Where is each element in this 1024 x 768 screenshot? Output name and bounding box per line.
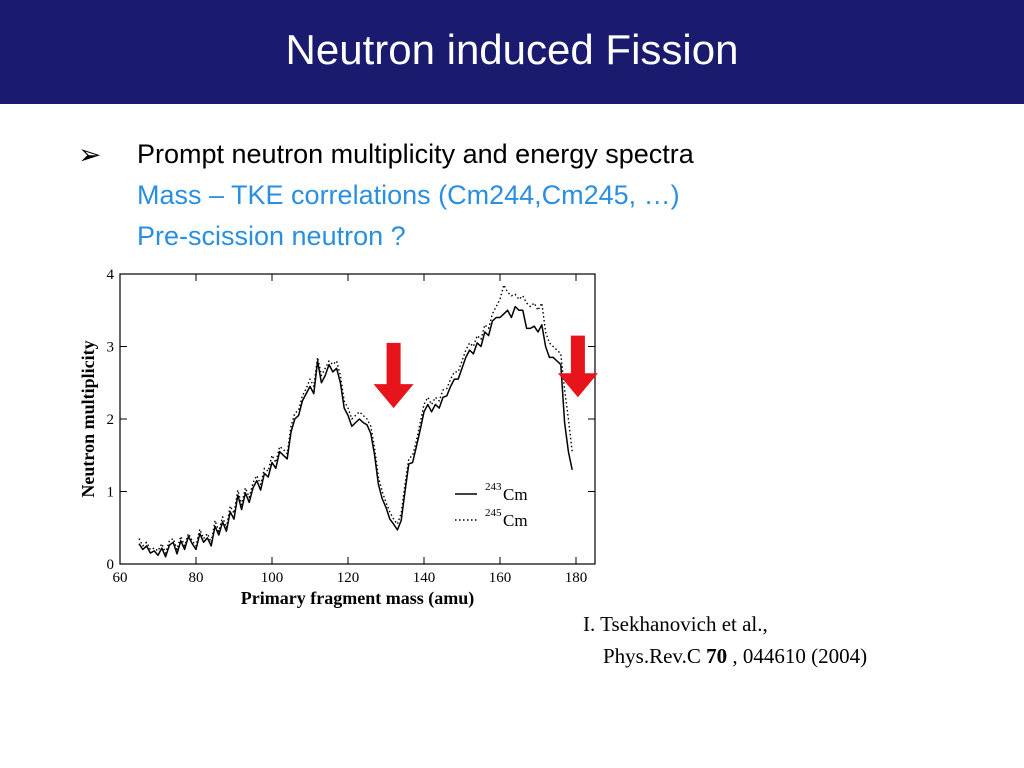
y-tick-label: 4 [107,267,115,283]
legend-label-name: Cm [503,485,528,504]
x-tick-label: 100 [261,570,284,586]
y-tick-label: 1 [107,485,115,501]
bullet-arrow-icon: ➢ [78,138,102,171]
red-down-arrow-icon [373,342,414,409]
red-down-arrow-icon [557,335,598,398]
legend-label-superscript: 243 [485,481,502,493]
citation-volume: 70 [706,644,728,668]
x-tick-label: 60 [113,570,128,586]
y-tick-label: 0 [107,557,115,573]
y-tick-label: 2 [107,412,115,428]
bullet-line-1: Prompt neutron multiplicity and energy s… [137,139,694,169]
x-tick-label: 160 [489,570,512,586]
y-tick-label: 3 [107,340,115,356]
citation-pages-year: , 044610 (2004) [732,644,868,668]
citation-authors: I. Tsekhanovich et al., [583,612,768,636]
citation: I. Tsekhanovich et al., Phys.Rev.C 70 , … [583,608,867,672]
neutron-multiplicity-chart: 60 80 100 120 140 160 180 0 1 2 3 4 Primary fragment… [78,267,598,609]
slide-title: Neutron induced Fission [285,26,739,73]
series-line-245 [138,284,573,554]
x-tick-label: 140 [413,570,436,586]
title-bar: Neutron induced Fission [0,0,1024,104]
bullet-line-2: Mass – TKE correlations (Cm244,Cm245, …) [137,180,680,210]
series-line-243 [138,305,573,558]
x-tick-label: 80 [189,570,204,586]
x-axis-label: Primary fragment mass (amu) [241,588,474,609]
y-axis-label: Neutron multiplicity [78,340,98,497]
bullet-line-3: Pre-scission neutron ? [137,221,406,251]
citation-reference: Phys.Rev.C 70 , 044610 (2004) [583,640,867,672]
legend-label-name: Cm [503,511,528,530]
x-tick-label: 180 [565,570,588,586]
legend-label-superscript: 245 [485,507,502,519]
citation-journal: Phys.Rev.C [603,644,701,668]
x-tick-label: 120 [337,570,360,586]
